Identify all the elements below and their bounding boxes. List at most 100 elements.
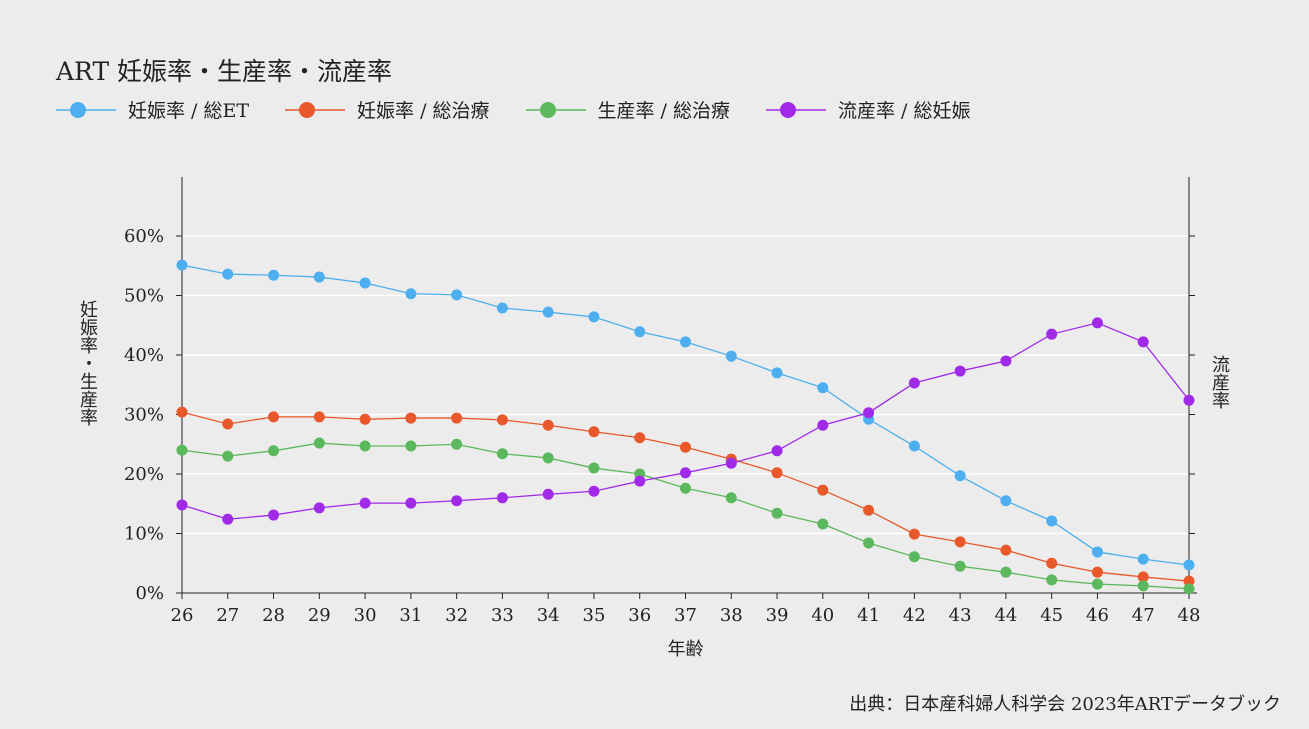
data-point — [680, 336, 691, 348]
data-point — [451, 438, 463, 450]
x-axis-label: 年齢 — [668, 639, 704, 660]
x-tick-label: 42 — [903, 605, 926, 626]
y-tick-label: 50% — [124, 286, 164, 307]
y-tick-label: 40% — [124, 345, 164, 366]
data-point — [725, 457, 737, 469]
data-point — [313, 437, 325, 449]
data-point — [176, 406, 188, 418]
legend-item: 流産率 / 総妊娠 — [766, 96, 970, 123]
data-point — [1183, 394, 1195, 406]
data-point — [954, 560, 966, 572]
legend-marker-icon — [525, 101, 586, 118]
data-point — [725, 350, 737, 362]
data-point — [451, 289, 463, 301]
x-tick-label: 32 — [445, 605, 468, 626]
x-tick-label: 48 — [1178, 605, 1201, 626]
data-point — [176, 499, 188, 511]
data-point — [680, 467, 691, 479]
data-point — [451, 412, 463, 424]
x-tick-label: 46 — [1086, 605, 1109, 626]
data-point — [680, 441, 691, 453]
data-point — [634, 475, 646, 487]
data-point — [496, 492, 508, 504]
data-point — [222, 513, 234, 525]
data-point — [771, 467, 783, 479]
data-point — [588, 426, 600, 438]
x-tick-label: 47 — [1132, 605, 1155, 626]
data-point — [222, 418, 234, 430]
x-tick-label: 30 — [354, 605, 377, 626]
legend-item: 妊娠率 / 総治療 — [285, 96, 490, 123]
chart-title: ART 妊娠率・生産率・流産率 — [56, 57, 393, 86]
source-note: 出典：日本産科婦人科学会 2023年ARTデータブック — [849, 694, 1281, 715]
data-point — [680, 482, 691, 494]
x-tick-label: 26 — [171, 605, 194, 626]
y-axis-label: 妊娠率・生産率 — [77, 300, 98, 426]
data-point — [1046, 574, 1058, 586]
data-point — [908, 377, 920, 389]
data-point — [1091, 566, 1103, 578]
data-point — [268, 445, 280, 457]
data-point — [496, 448, 508, 460]
series-line — [181, 411, 1190, 582]
x-tick-label: 33 — [491, 605, 514, 626]
data-point — [1046, 515, 1058, 527]
data-point — [542, 452, 554, 464]
data-point — [268, 269, 280, 281]
legend-label: 妊娠率 / 総治療 — [357, 100, 490, 122]
x-tick-label: 36 — [628, 605, 651, 626]
data-point — [1137, 336, 1149, 348]
legend-label: 生産率 / 総治療 — [597, 100, 730, 122]
data-point — [771, 445, 783, 457]
data-point — [1000, 495, 1012, 507]
x-tick-label: 38 — [720, 605, 743, 626]
data-point — [268, 411, 280, 423]
y-tick-label: 10% — [124, 524, 164, 545]
x-tick-label: 35 — [583, 605, 606, 626]
data-point — [1091, 317, 1103, 329]
data-point — [588, 311, 600, 323]
x-tick-label: 45 — [1040, 605, 1063, 626]
data-point — [176, 259, 188, 271]
data-point — [1000, 355, 1012, 367]
data-point — [1183, 583, 1195, 595]
x-tick-label: 34 — [537, 605, 560, 626]
data-point — [1183, 575, 1195, 587]
data-point — [588, 485, 600, 497]
data-point — [908, 551, 920, 563]
data-point — [405, 288, 417, 300]
data-point — [359, 413, 371, 425]
data-point — [817, 484, 829, 496]
y2-axis-label: 流産率 — [1209, 355, 1230, 409]
y-tick-label: 20% — [124, 464, 164, 485]
x-tick-label: 40 — [811, 605, 834, 626]
data-point — [1000, 566, 1012, 578]
legend: 妊娠率 / 総ET 妊娠率 / 総治療 生産率 / 総治療 流産率 / 総妊娠 — [56, 96, 970, 123]
data-point — [1137, 580, 1149, 592]
data-point — [634, 326, 646, 338]
data-point — [405, 412, 417, 424]
data-point — [954, 365, 966, 377]
data-point — [817, 518, 829, 530]
data-point — [496, 414, 508, 426]
data-point — [451, 495, 463, 507]
data-point — [359, 277, 371, 289]
data-point — [542, 306, 554, 318]
data-point — [1137, 553, 1149, 565]
data-point — [405, 440, 417, 452]
x-tick-label: 28 — [262, 605, 285, 626]
data-point — [1046, 328, 1058, 340]
data-point — [542, 419, 554, 431]
legend-item: 生産率 / 総治療 — [525, 96, 730, 123]
data-point — [771, 507, 783, 519]
x-tick-label: 43 — [949, 605, 972, 626]
x-tick-label: 29 — [308, 605, 331, 626]
data-point — [359, 440, 371, 452]
data-point — [908, 440, 920, 452]
data-point — [405, 497, 417, 509]
data-point — [817, 419, 829, 431]
legend-label: 妊娠率 / 総ET — [128, 100, 250, 122]
data-point — [313, 411, 325, 423]
data-point — [1091, 546, 1103, 558]
data-point — [863, 537, 875, 549]
